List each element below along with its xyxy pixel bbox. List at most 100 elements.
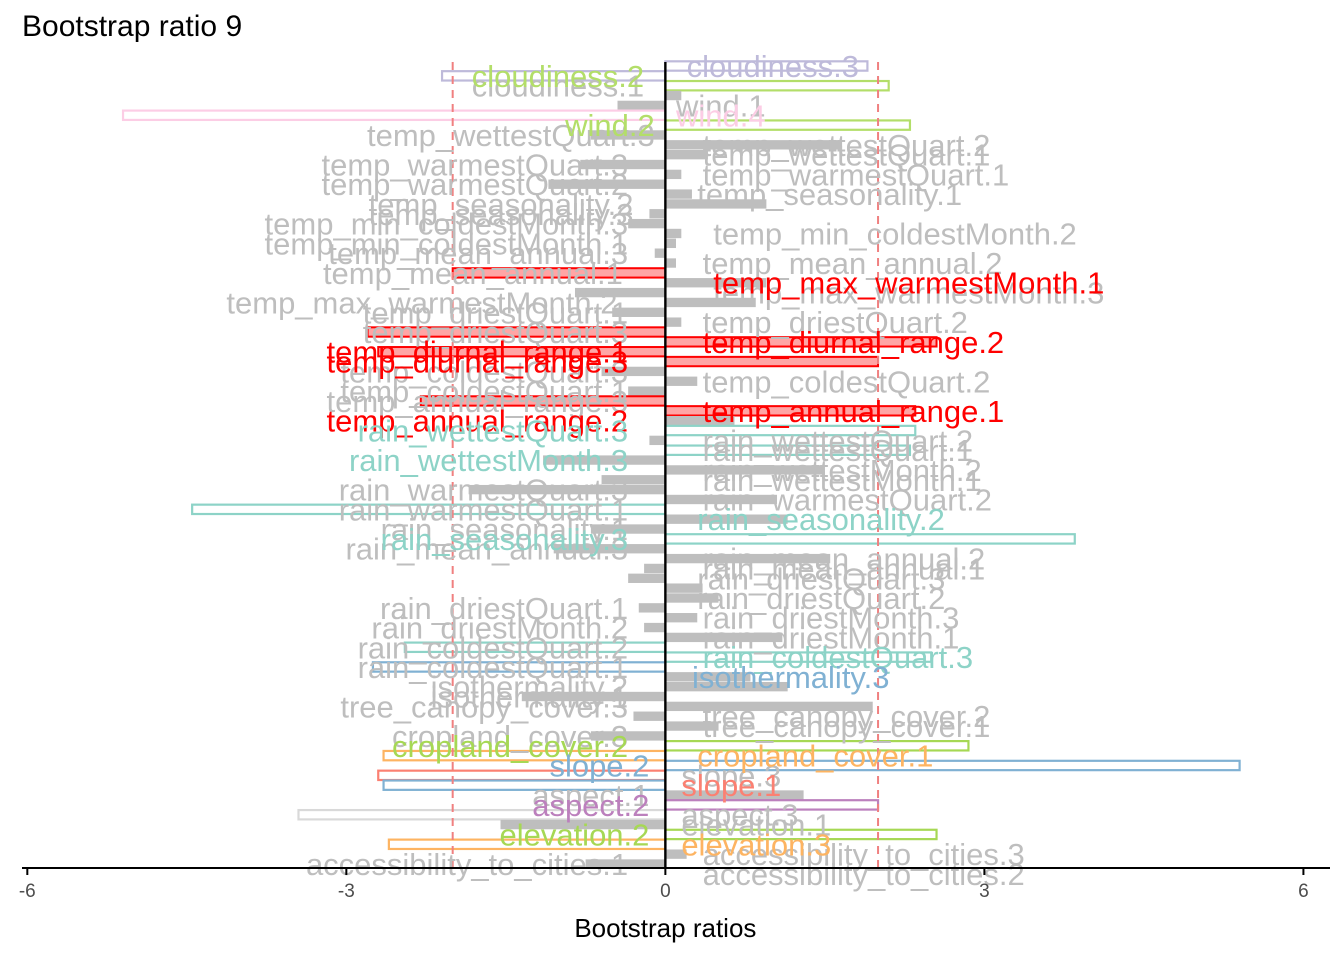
bar-temp_coldestQuart.3 (601, 366, 666, 377)
bar-label-temp_diurnal_range.1: temp_diurnal_range.1 (327, 335, 629, 370)
bar-temp_warmestQuart.2 (548, 179, 666, 189)
bar-label-cropland_cover.2: cropland_cover.2 (392, 729, 628, 764)
bar-label-temp_wettestQuart.2: temp_wettestQuart.2 (703, 128, 991, 163)
bar-label-temp_wettestQuart.3: temp_wettestQuart.3 (367, 118, 655, 153)
bar-tree_canopy_cover.2 (665, 701, 873, 712)
bar-label-wind.4: wind.4 (675, 98, 766, 133)
bar-label-cropland_cover.1: cropland_cover.1 (697, 739, 933, 774)
bar-label-temp_warmestQuart.3: temp_warmestQuart.3 (321, 148, 628, 183)
bar-accessibility_to_cities.2 (665, 849, 687, 859)
bar-label-temp_min_coldestMonth.1: temp_min_coldestMonth.1 (265, 226, 629, 261)
bar-rain_wettestMonth.2 (665, 465, 825, 475)
bar-temp_wettestQuart.3 (590, 130, 666, 140)
bar-temp_annual_range.2 (665, 415, 735, 426)
bar-temp_seasonality.3 (649, 209, 666, 219)
bar-label-temp_seasonality.3: temp_seasonality.3 (369, 197, 634, 232)
bar-label-slope.3: slope.3 (681, 758, 781, 793)
bar-rain_mean_annual.3 (553, 544, 666, 554)
bar-label-rain_wettestQuart.3: rain_wettestQuart.3 (358, 414, 629, 449)
bar-label-cloudiness.1: cloudiness.1 (472, 69, 644, 104)
bar-label-rain_coldestQuart.1: rain_coldestQuart.1 (358, 650, 629, 685)
bar-label-rain_driestQuart.1: rain_driestQuart.1 (380, 591, 628, 626)
bar-label-rain_seasonality.1: rain_seasonality.1 (381, 512, 629, 547)
bar-label-rain_driestMonth.1: rain_driestMonth.1 (703, 620, 960, 655)
bar-label-isothermality.2: isothermality.2 (431, 670, 629, 705)
bar-label-temp_annual_range.2: temp_annual_range.2 (327, 404, 629, 439)
bar-rain_driestQuart.2 (665, 593, 719, 603)
bar-temp_warmestQuart.1 (665, 169, 682, 180)
bar-label-temp_driestQuart.1: temp_driestQuart.1 (363, 295, 628, 330)
bar-aspect.3 (665, 790, 804, 800)
bar-tree_canopy_cover.3 (521, 691, 666, 702)
bar-temp_warmestQuart.3 (580, 159, 666, 170)
bar-label-rain_driestQuart.3: rain_driestQuart.3 (697, 561, 945, 596)
bar-label-rain_coldestQuart.2: rain_coldestQuart.2 (358, 630, 629, 665)
bar-label-temp_mean_annual.1: temp_mean_annual.1 (323, 256, 623, 291)
bar-label-rain_warmestQuart.1: rain_warmestQuart.1 (339, 492, 628, 527)
bar-isothermality.1 (665, 681, 788, 692)
bar-wind.3 (617, 100, 666, 111)
bar-label-rain_coldestQuart.3: rain_coldestQuart.3 (703, 640, 974, 675)
bar-rain_wettestQuart.2 (649, 435, 666, 446)
bar-label-isothermality.1: isothermality.1 (431, 680, 629, 715)
bar-label-cropland_cover.3: cropland_cover.3 (392, 719, 628, 754)
bar-label-temp_driestQuart.3: temp_driestQuart.3 (363, 315, 628, 350)
bar-label-cloudiness.2: cloudiness.2 (472, 59, 644, 94)
bar-label-temp_mean_annual.2: temp_mean_annual.2 (703, 246, 1003, 281)
bar-label-temp_mean_annual.3: temp_mean_annual.3 (328, 236, 628, 271)
bar-rain_seasonality.2 (665, 514, 788, 524)
bar-label-rain_wettestMonth.3: rain_wettestMonth.3 (349, 443, 628, 478)
bar-label-rain_mean_annual.2: rain_mean_annual.2 (703, 542, 986, 577)
bar-label-temp_max_warmestMonth.1: temp_max_warmestMonth.1 (713, 266, 1104, 301)
bar-label-tree_canopy_cover.2: tree_canopy_cover.2 (703, 699, 991, 734)
bar-label-temp_min_coldestMonth.2: temp_min_coldestMonth.2 (713, 216, 1077, 251)
bar-label-accessibility_to_cities.2: accessibility_to_cities.2 (703, 857, 1025, 892)
bar-isothermality.2 (665, 672, 751, 682)
bar-temp_max_warmestMonth.2 (665, 297, 756, 308)
bar-rain_driestMonth.1 (638, 603, 666, 613)
bar-temp_wettestQuart.1 (665, 149, 708, 160)
bar-label-temp_warmestQuart.1: temp_warmestQuart.1 (703, 157, 1010, 192)
bar-label-temp_coldestQuart.3: temp_coldestQuart.3 (340, 354, 628, 389)
bar-label-isothermality.3: isothermality.3 (692, 660, 890, 695)
chart-title: Bootstrap ratio 9 (22, 10, 243, 43)
bar-label-temp_max_warmestMonth.3: temp_max_warmestMonth.3 (713, 276, 1104, 311)
bar-rain_coldestQuart.3 (665, 632, 783, 643)
bar-label-temp_annual_range.3: temp_annual_range.3 (327, 384, 629, 419)
x-axis-title: Bootstrap ratios (574, 913, 756, 943)
bar-temp_min_coldestMonth.2 (665, 228, 682, 239)
bar-label-aspect.2: aspect.2 (532, 788, 649, 823)
bar-rain_warmestQuart.2 (665, 494, 778, 505)
bar-label-temp_annual_range.1: temp_annual_range.1 (703, 394, 1005, 429)
bar-label-rain_wettestMonth.1: rain_wettestMonth.1 (703, 463, 982, 498)
x-tick-label-3: 3 (979, 881, 990, 902)
bar-tree_canopy_cover.1 (633, 711, 666, 721)
bar-temp_driestQuart.1 (612, 307, 666, 317)
bar-label-rain_driestQuart.2: rain_driestQuart.2 (697, 581, 945, 616)
bar-rain_driestQuart.1 (665, 583, 703, 593)
bar-label-rain_driestMonth.3: rain_driestMonth.3 (703, 601, 960, 636)
bar-label-temp_coldestQuart.2: temp_coldestQuart.2 (703, 364, 991, 399)
bar-label-rain_seasonality.2: rain_seasonality.2 (697, 502, 945, 537)
bar-label-aspect.1: aspect.1 (532, 778, 649, 813)
bar-temp_driestQuart.2 (665, 317, 682, 327)
bar-label-wind.2: wind.2 (564, 108, 655, 143)
bar-temp_min_coldestMonth.1 (665, 238, 676, 249)
x-tick-label--3: -3 (338, 881, 355, 902)
x-axis: -6 -3 0 3 6 Bootstrap ratios (19, 867, 1330, 943)
bar-label-slope.2: slope.2 (549, 748, 649, 783)
bar-label-temp_seasonality.1: temp_seasonality.1 (697, 177, 962, 212)
x-tick-label--6: -6 (19, 881, 36, 902)
bar-label-temp_warmestQuart.2: temp_warmestQuart.2 (321, 167, 628, 202)
bar-rain_mean_annual.2 (665, 553, 831, 564)
bar-label-elevation.2: elevation.2 (499, 817, 649, 852)
bar-accessibility_to_cities.1 (585, 859, 666, 869)
bar-label-temp_coldestQuart.1: temp_coldestQuart.1 (340, 374, 628, 409)
bar-label-rain_wettestQuart.1: rain_wettestQuart.1 (703, 433, 974, 468)
bar-temp_min_coldestMonth.3 (628, 218, 666, 229)
bar-label-rain_seasonality.3: rain_seasonality.3 (381, 522, 629, 557)
bar-label-tree_canopy_cover.3: tree_canopy_cover.3 (340, 689, 628, 724)
